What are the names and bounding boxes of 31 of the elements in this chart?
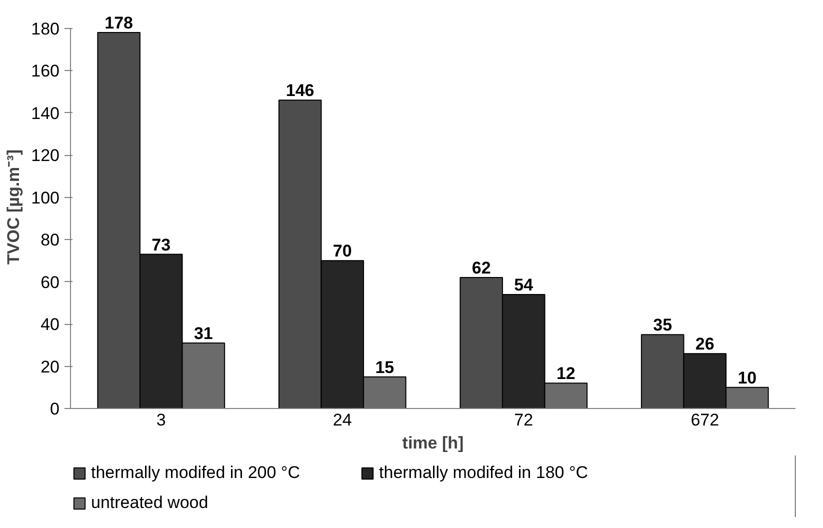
x-tick-label: 72	[514, 410, 534, 430]
x-tick-label: 3	[156, 410, 166, 430]
data-label: 178	[104, 14, 134, 33]
data-label: 62	[472, 258, 491, 278]
data-label: 26	[695, 334, 714, 354]
x-tick-label: 24	[332, 410, 352, 430]
y-tick-label: 60	[40, 272, 60, 292]
data-label: 10	[738, 368, 757, 388]
legend-label: thermally modifed in 200 °C	[91, 463, 300, 483]
data-label: 35	[653, 316, 672, 335]
x-tick-label: 672	[690, 410, 720, 430]
data-label: 146	[286, 81, 314, 100]
y-tick-label: 80	[40, 230, 60, 250]
y-tick-label: 100	[31, 188, 60, 208]
data-label: 15	[375, 358, 394, 377]
y-tick-label: 40	[40, 315, 60, 334]
y-tick-label: 120	[31, 146, 60, 166]
data-label: 54	[514, 275, 534, 294]
y-axis-title: TVOC [µg.m⁻³]	[4, 150, 24, 264]
y-tick-label: 160	[31, 62, 60, 81]
legend-label: untreated wood	[91, 493, 208, 513]
y-tick-label: 140	[31, 104, 60, 123]
x-axis-title: time [h]	[402, 434, 464, 452]
data-label: 12	[556, 364, 576, 384]
y-tick-label: 0	[50, 400, 60, 418]
data-label: 73	[152, 235, 171, 254]
data-label: 31	[194, 324, 213, 344]
y-tick-label: 20	[40, 357, 60, 376]
y-tick-label: 180	[31, 19, 60, 38]
legend-label: thermally modifed in 180 °C	[379, 463, 588, 483]
data-label: 70	[332, 242, 352, 261]
